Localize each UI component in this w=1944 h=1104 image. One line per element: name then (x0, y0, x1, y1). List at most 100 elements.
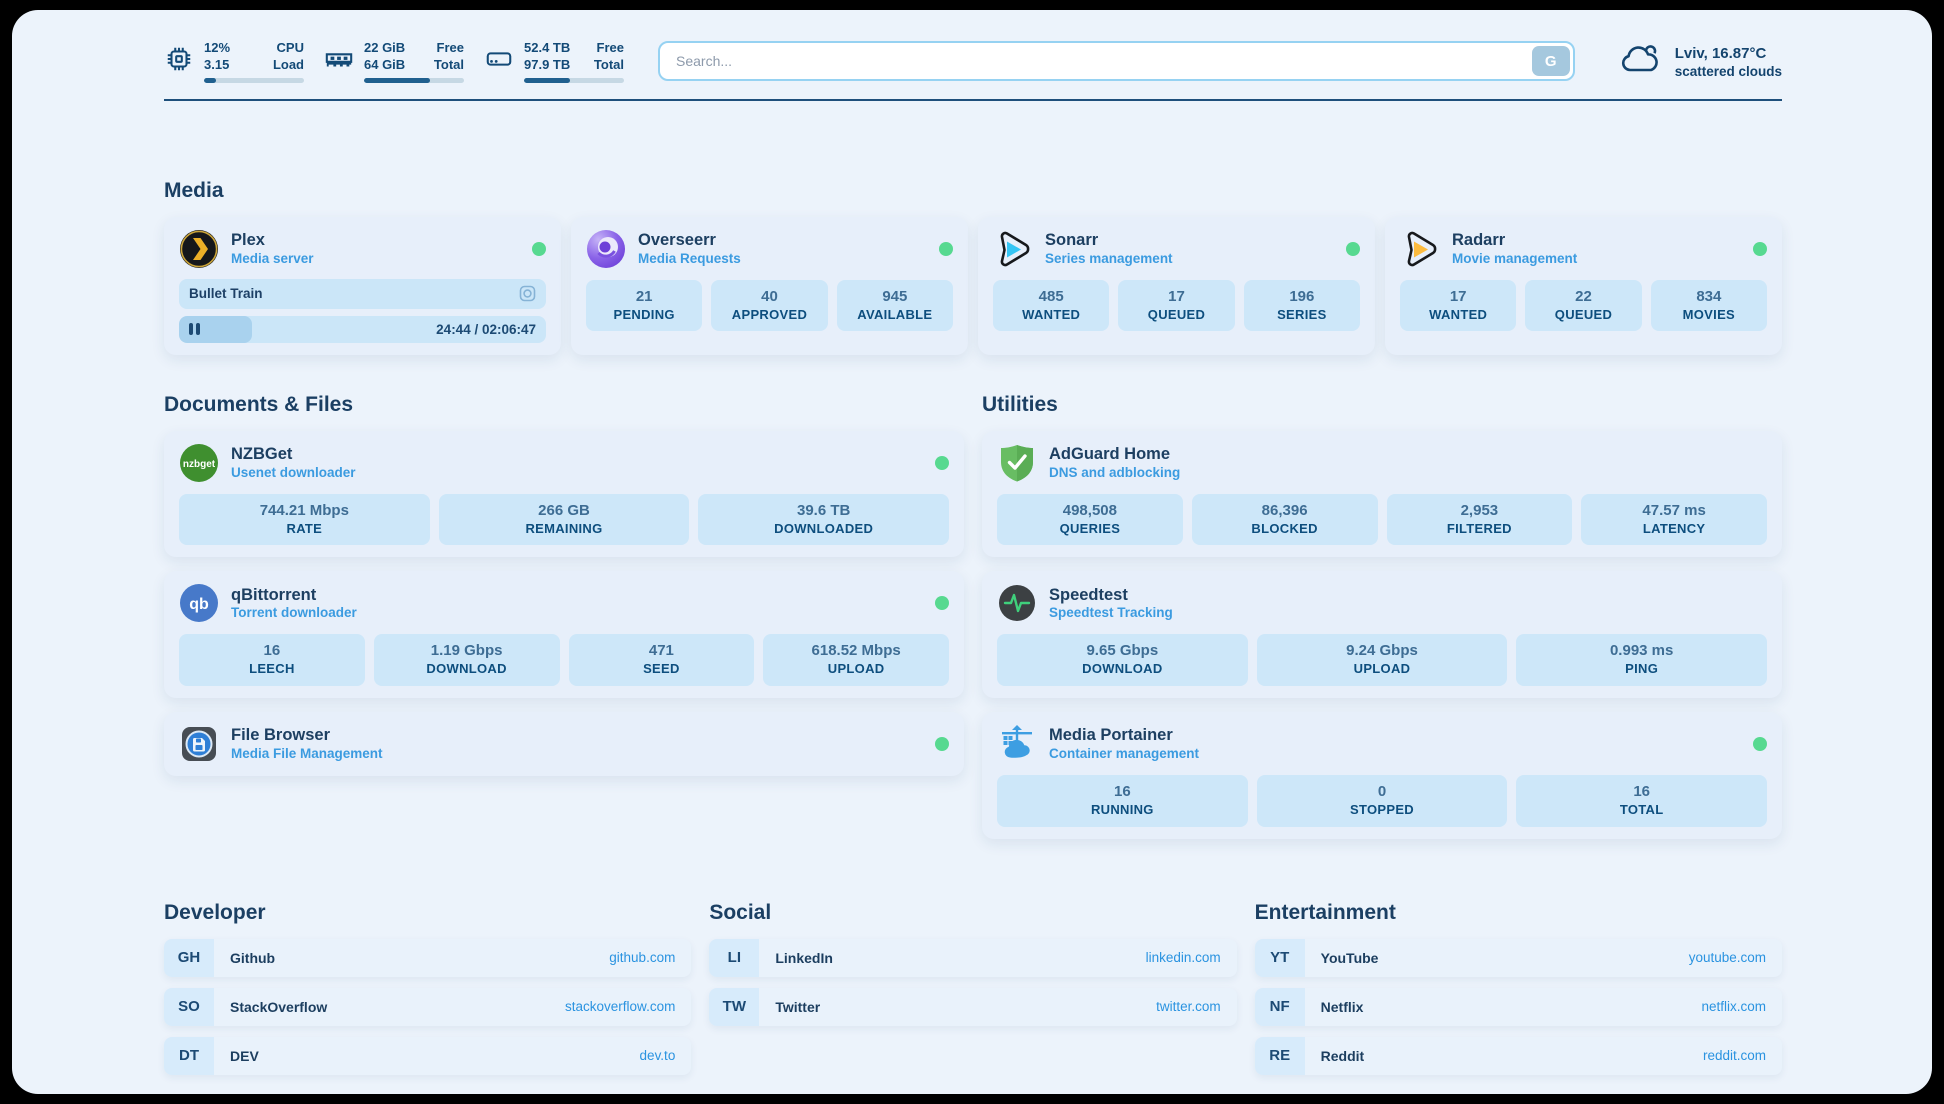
stat-tile: 498,508 QUERIES (997, 493, 1183, 546)
memory-label-1: Free (436, 40, 464, 55)
app-card-speedtest[interactable]: Speedtest Speedtest Tracking 9.65 Gbps DO… (982, 571, 1782, 699)
stat-tile: 471 SEED (568, 634, 755, 687)
section-title-entertainment: Entertainment (1254, 900, 1396, 924)
bookmark-url: netflix.com (1701, 999, 1766, 1015)
bookmark-github[interactable]: GH Github github.com (164, 938, 692, 977)
app-subtitle: Series management (1045, 250, 1173, 266)
memory-icon (324, 44, 354, 79)
bookmark-netflix[interactable]: NF Netflix netflix.com (1254, 987, 1782, 1026)
header-bar: 12% 3.15 CPU Load (164, 40, 1782, 83)
bookmark-abbr: LI (709, 938, 760, 977)
bookmark-url: stackoverflow.com (565, 999, 676, 1015)
cloud-icon (1619, 42, 1663, 81)
bookmark-abbr: GH (164, 938, 214, 977)
system-stats: 12% 3.15 CPU Load (164, 40, 624, 83)
app-subtitle: Media server (231, 250, 314, 266)
cpu-label-1: CPU (276, 40, 304, 55)
bookmark-twitter[interactable]: TW Twitter twitter.com (709, 987, 1237, 1026)
radarr-icon (1400, 229, 1440, 269)
bookmark-url: twitter.com (1156, 999, 1221, 1015)
status-dot (1753, 737, 1767, 752)
stat-tile: 39.6 TB DOWNLOADED (698, 493, 949, 546)
bookmark-name: DEV (230, 1047, 259, 1064)
bookmark-name: YouTube (1320, 949, 1379, 966)
now-playing-title: Bullet Train (189, 286, 263, 302)
bookmark-name: LinkedIn (775, 949, 833, 966)
app-title: Speedtest (1049, 585, 1128, 604)
plex-icon (179, 229, 219, 269)
app-card-filebrowser[interactable]: File Browser Media File Management (164, 712, 964, 777)
stat-tile: 618.52 Mbps UPLOAD (763, 634, 949, 687)
stat-tile: 16 LEECH (179, 634, 365, 687)
bookmark-url: youtube.com (1688, 950, 1766, 966)
status-dot (939, 241, 953, 256)
stat-tile: 1.19 Gbps DOWNLOAD (373, 634, 560, 687)
bookmark-name: Github (230, 949, 276, 966)
bookmark-dev[interactable]: DT DEV dev.to (164, 1036, 692, 1075)
app-card-plex[interactable]: Plex Media server Bullet Train 24:44 / 0 (164, 216, 561, 355)
app-card-overseerr[interactable]: Overseerr Media Requests 21 PENDING 40 APP… (571, 216, 968, 355)
app-title: Radarr (1452, 231, 1506, 250)
qbittorrent-icon: qb (179, 583, 219, 623)
bookmark-abbr: NF (1254, 987, 1305, 1026)
storage-free: 52.4 TB (524, 40, 571, 55)
app-subtitle: Media File Management (231, 745, 383, 761)
section-title-media: Media (164, 178, 224, 202)
stat-tile: 9.24 Gbps UPLOAD (1256, 634, 1508, 687)
stat-tile: 0 STOPPED (1256, 775, 1508, 827)
app-title: Media Portainer (1049, 726, 1173, 745)
svg-text:nzbget: nzbget (183, 459, 216, 470)
weather-location: Lviv, 16.87°C (1674, 45, 1767, 63)
storage-total: 97.9 TB (524, 56, 571, 72)
now-playing-row: Bullet Train (179, 278, 546, 309)
stat-tile: 22 QUEUED (1525, 279, 1642, 332)
stat-tile: 21 PENDING (586, 279, 703, 332)
cpu-stat: 12% 3.15 CPU Load (164, 40, 304, 83)
memory-label-2: Total (433, 56, 464, 72)
app-title: NZBGet (231, 445, 293, 464)
stat-tile: 17 WANTED (1400, 279, 1517, 332)
status-dot (1346, 241, 1360, 256)
stat-tile: 16 TOTAL (1516, 775, 1767, 827)
cpu-load: 3.15 (204, 56, 230, 72)
stat-tile: 47.57 ms LATENCY (1581, 493, 1767, 546)
app-title: Plex (231, 231, 265, 250)
app-subtitle: Media Requests (638, 250, 741, 266)
app-card-qbittorrent[interactable]: qb qBittorrent Torrent downloader 16 LEEC… (164, 571, 964, 699)
pause-icon[interactable] (189, 323, 200, 336)
search-engine-button[interactable]: G (1531, 46, 1570, 77)
app-title: Sonarr (1045, 231, 1099, 250)
app-card-portainer[interactable]: Media Portainer Container management 16 R… (982, 712, 1782, 839)
stat-tile: 16 RUNNING (997, 775, 1248, 827)
stat-tile: 9.65 Gbps DOWNLOAD (997, 634, 1248, 687)
app-card-adguard[interactable]: AdGuard Home DNS and adblocking 498,508 Q… (982, 430, 1782, 558)
app-subtitle: Speedtest Tracking (1049, 605, 1173, 621)
status-dot (532, 241, 546, 256)
status-dot (1753, 241, 1767, 256)
bookmark-stackoverflow[interactable]: SO StackOverflow stackoverflow.com (164, 987, 692, 1026)
bookmark-reddit[interactable]: RE Reddit reddit.com (1254, 1036, 1782, 1075)
playback-progressbar[interactable]: 24:44 / 02:06:47 (179, 315, 546, 343)
cpu-progressbar (204, 77, 304, 83)
cpu-icon (164, 44, 194, 79)
section-title-social: Social (709, 900, 772, 924)
weather-widget: Lviv, 16.87°C scattered clouds (1619, 42, 1782, 81)
bookmark-youtube[interactable]: YT YouTube youtube.com (1254, 938, 1782, 977)
section-media: Media Plex Media server Bullet Train (164, 179, 1782, 355)
app-card-radarr[interactable]: Radarr Movie management 17 WANTED 22 QUEUE… (1385, 216, 1782, 355)
storage-icon (484, 44, 514, 79)
stat-tile: 2,953 FILTERED (1386, 493, 1573, 546)
bookmark-abbr: RE (1254, 1036, 1305, 1075)
memory-stat: 22 GiB 64 GiB Free Total (324, 40, 464, 83)
stat-tile: 0.993 ms PING (1516, 634, 1767, 687)
bookmark-linkedin[interactable]: LI LinkedIn linkedin.com (709, 938, 1237, 977)
search-input[interactable] (658, 41, 1575, 82)
dashboard-window: 12% 3.15 CPU Load (12, 10, 1932, 1094)
app-card-nzbget[interactable]: nzbget NZBGet Usenet downloader 744.21 M… (164, 430, 964, 558)
bookmark-abbr: DT (164, 1036, 214, 1075)
app-card-sonarr[interactable]: Sonarr Series management 485 WANTED 17 QUE… (978, 216, 1375, 355)
app-title: AdGuard Home (1049, 445, 1171, 464)
storage-label-1: Free (596, 40, 624, 55)
stat-tile: 196 SERIES (1243, 279, 1360, 332)
app-title: qBittorrent (231, 585, 317, 604)
